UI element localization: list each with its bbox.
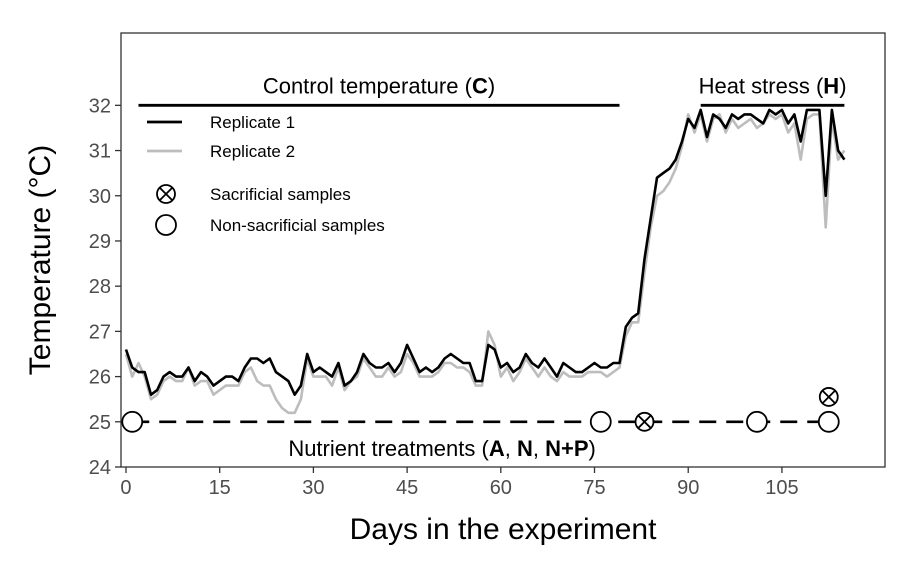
phase-close-paren: ) [488,73,495,98]
phase-code-heat: H [823,73,839,98]
phase-label-control: Control temperature (C) [263,73,495,98]
y-tick-label: 24 [89,457,111,479]
non-sacrificial-sample-marker [121,410,144,433]
y-tick-label: 29 [89,231,111,253]
y-axis-ticks: 24 25 26 27 28 29 30 31 32 [89,95,121,479]
x-tick-label: 30 [302,477,324,499]
legend-label-replicate-1: Replicate 1 [210,113,295,132]
non-sacrificial-sample-marker [817,410,840,433]
legend-label-sacrificial: Sacrificial samples [210,185,351,204]
x-tick-label: 75 [583,477,605,499]
nutrient-treatment-a: A [489,436,505,461]
phase-open-paren: ( [810,73,824,98]
legend-non-sacrificial-marker [155,214,177,236]
nutrient-label-sep1: , [505,436,517,461]
y-tick-label: 25 [89,412,111,434]
y-tick-label: 32 [89,95,111,117]
legend: Replicate 1 Replicate 2 Sacrificial samp… [147,113,385,236]
x-tick-label: 105 [765,477,798,499]
x-axis-title: Days in the experiment [350,513,657,546]
y-tick-label: 30 [89,186,111,208]
x-tick-label: 0 [120,477,131,499]
legend-label-non-sacrificial: Non-sacrificial samples [210,216,385,235]
x-tick-label: 45 [396,477,418,499]
series-line-replicate-1 [124,108,846,397]
non-sacrificial-sample-marker [746,410,768,433]
y-tick-label: 28 [89,276,111,298]
nutrient-label-sep2: , [533,436,545,461]
phase-label-heat: Heat stress (H) [699,73,847,98]
y-tick-label: 27 [89,321,111,343]
phase-open-paren: ( [458,73,472,98]
y-axis-title: Temperature (°C) [24,145,57,375]
series-lines [124,108,846,415]
phase-code-control: C [472,73,488,98]
x-tick-label: 90 [677,477,699,499]
sample-markers [121,387,840,433]
phase-label-control-text: Control temperature [263,73,459,98]
nutrient-label-prefix: Nutrient treatments ( [288,436,489,461]
sacrificial-sample-marker [818,387,839,407]
sacrificial-sample-marker [634,411,655,432]
y-tick-label: 31 [89,141,111,163]
legend-label-replicate-2: Replicate 2 [210,142,295,161]
nutrient-treatment-n: N [517,436,533,461]
phase-label-heat-text: Heat stress [699,73,810,98]
x-axis-ticks: 0 15 30 45 60 75 90 105 [120,467,799,499]
x-tick-label: 15 [209,477,231,499]
nutrient-label-suffix: ) [589,436,596,461]
x-tick-label: 60 [490,477,512,499]
y-tick-label: 26 [89,367,111,389]
legend-sacrificial-marker [156,184,176,204]
non-sacrificial-sample-marker [589,410,612,433]
nutrient-label: Nutrient treatments (A, N, N+P) [288,436,596,461]
nutrient-treatment-np: N+P [545,436,588,461]
phase-close-paren: ) [839,73,846,98]
